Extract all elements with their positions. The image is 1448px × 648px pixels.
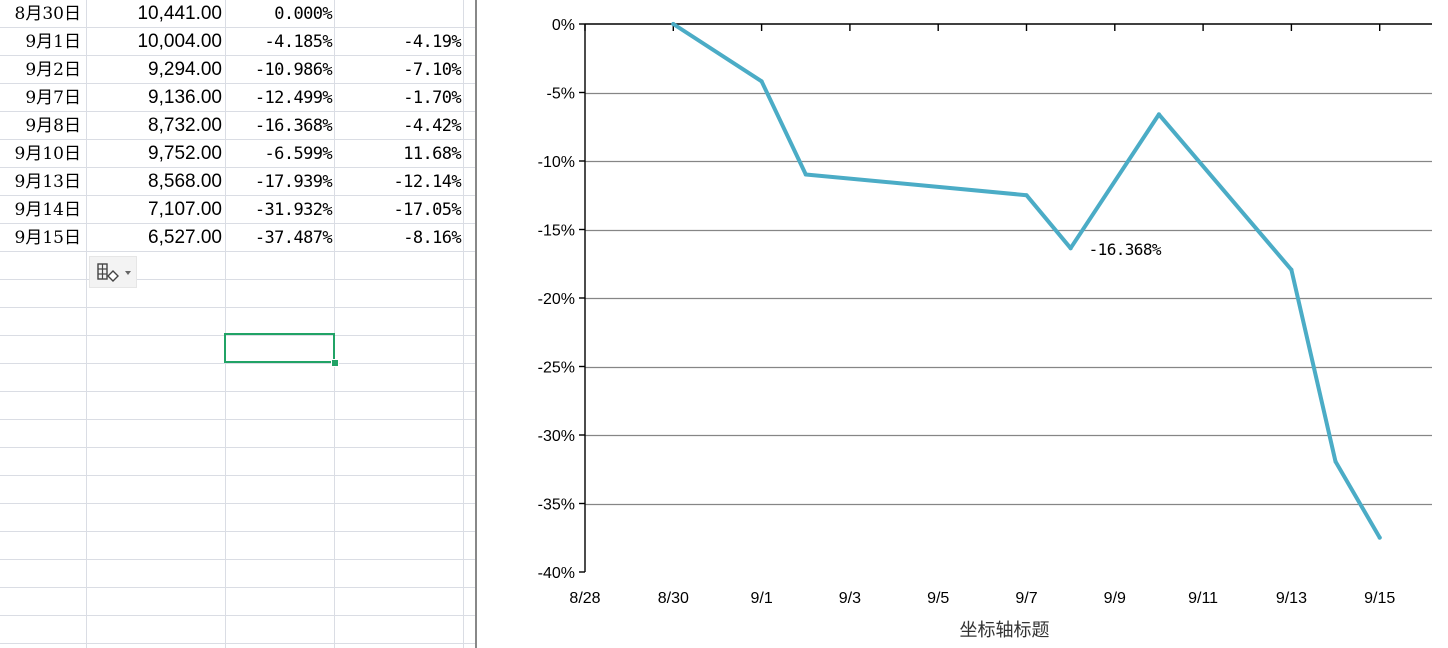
y-tick-label: -15% bbox=[538, 223, 575, 240]
cell-value[interactable]: 6,527.00 bbox=[148, 227, 222, 248]
cell-change[interactable]: -1.70% bbox=[403, 88, 461, 108]
cell-change[interactable]: -4.42% bbox=[403, 116, 461, 136]
y-tick-label: -20% bbox=[538, 291, 575, 308]
y-tick-labels: 0% -5% -10% -15% -20% -25% -30% -35% -40% bbox=[538, 17, 575, 582]
x-tick-label: 9/9 bbox=[1104, 590, 1126, 607]
data-point[interactable] bbox=[803, 172, 808, 177]
cell-date[interactable]: 9月10日 bbox=[14, 144, 81, 164]
cell-value[interactable]: 9,752.00 bbox=[148, 143, 222, 164]
cell-change[interactable]: 11.68% bbox=[403, 144, 461, 164]
cell-date[interactable]: 9月8日 bbox=[25, 116, 81, 136]
x-axis-title[interactable]: 坐标轴标题 bbox=[960, 620, 1050, 641]
cell-cumulative[interactable]: -6.599% bbox=[264, 144, 333, 164]
y-tick-label: -5% bbox=[547, 86, 575, 103]
data-point[interactable] bbox=[1333, 459, 1338, 464]
cell-cumulative[interactable]: -16.368% bbox=[254, 116, 333, 136]
cell-date[interactable]: 9月13日 bbox=[14, 172, 81, 192]
cell-date[interactable]: 9月7日 bbox=[25, 88, 81, 108]
cell-date[interactable]: 9月2日 bbox=[25, 60, 81, 80]
selected-cell[interactable] bbox=[224, 333, 335, 363]
cell-date[interactable]: 8月30日 bbox=[14, 4, 81, 24]
cell-change[interactable]: -7.10% bbox=[403, 60, 461, 80]
cell-value[interactable]: 8,732.00 bbox=[148, 115, 222, 136]
data-point[interactable] bbox=[1289, 267, 1294, 272]
x-tick-label: 9/1 bbox=[750, 590, 772, 607]
cell-change[interactable]: -8.16% bbox=[403, 228, 461, 248]
x-tick-labels: 8/28 8/30 9/1 9/3 9/5 9/7 9/9 9/11 9/13 9/15 bbox=[569, 590, 1395, 607]
y-tick-label: -25% bbox=[538, 360, 575, 377]
cell-value[interactable]: 10,441.00 bbox=[137, 3, 222, 24]
y-tick-label: -10% bbox=[538, 154, 575, 171]
paste-options-icon bbox=[97, 263, 131, 282]
data-label[interactable]: -16.368% bbox=[1089, 240, 1163, 259]
cell-cumulative[interactable]: 0.000% bbox=[274, 4, 332, 24]
data-point[interactable] bbox=[759, 79, 764, 84]
x-tick-label: 8/30 bbox=[658, 590, 689, 607]
cell-value[interactable]: 7,107.00 bbox=[148, 199, 222, 220]
data-labels: -16.368% bbox=[1089, 240, 1163, 259]
y-gridlines bbox=[585, 92, 1432, 506]
series bbox=[671, 22, 1382, 540]
cell-cumulative[interactable]: -12.499% bbox=[254, 88, 333, 108]
sheet-gridlines bbox=[0, 0, 476, 648]
pane-divider[interactable] bbox=[475, 0, 477, 648]
spreadsheet[interactable]: 8月30日 10,441.00 0.000% 9月1日 10,004.00 -4.185%… bbox=[0, 0, 476, 648]
cell-date[interactable]: 9月15日 bbox=[14, 228, 81, 248]
data-point[interactable] bbox=[1024, 193, 1029, 198]
cell-cumulative[interactable]: -17.939% bbox=[254, 172, 333, 192]
x-tick-label: 9/13 bbox=[1276, 590, 1307, 607]
cell-cumulative[interactable]: -10.986% bbox=[254, 60, 333, 80]
cell-cumulative[interactable]: -37.487% bbox=[254, 228, 333, 248]
x-tick-label: 9/7 bbox=[1015, 590, 1037, 607]
cell-value[interactable]: 8,568.00 bbox=[148, 171, 222, 192]
fill-handle[interactable] bbox=[331, 359, 339, 367]
x-tick-label: 9/3 bbox=[839, 590, 861, 607]
cell-cumulative[interactable]: -31.932% bbox=[254, 200, 333, 220]
x-tick-label: 9/11 bbox=[1188, 590, 1218, 607]
cell-change[interactable]: -17.05% bbox=[393, 200, 462, 220]
y-tick-label: -40% bbox=[538, 565, 575, 582]
data-point[interactable] bbox=[1068, 246, 1073, 251]
cell-value[interactable]: 9,294.00 bbox=[148, 59, 222, 80]
cell-value[interactable]: 9,136.00 bbox=[148, 87, 222, 108]
x-tick-label: 9/15 bbox=[1364, 590, 1395, 607]
cell-date[interactable]: 9月1日 bbox=[25, 32, 81, 52]
paste-options-button[interactable] bbox=[89, 256, 137, 288]
axes bbox=[579, 23, 1432, 573]
line-chart[interactable]: 0% -5% -10% -15% -20% -25% -30% -35% -40% 8/28 8/… bbox=[477, 0, 1448, 648]
cell-change[interactable] bbox=[335, 0, 463, 28]
data-point[interactable] bbox=[1156, 112, 1161, 117]
cell-date[interactable]: 9月14日 bbox=[14, 200, 81, 220]
data-point[interactable] bbox=[1377, 535, 1382, 540]
y-tick-label: -30% bbox=[538, 428, 575, 445]
data-point[interactable] bbox=[671, 22, 676, 26]
x-tick-label: 8/28 bbox=[569, 590, 600, 607]
y-tick-label: 0% bbox=[552, 17, 575, 34]
series-line[interactable] bbox=[671, 22, 1382, 540]
cell-change[interactable]: -12.14% bbox=[393, 172, 462, 192]
y-tick-label: -35% bbox=[538, 497, 575, 514]
cell-change[interactable]: -4.19% bbox=[403, 32, 461, 52]
x-tick-label: 9/5 bbox=[927, 590, 949, 607]
cell-cumulative[interactable]: -4.185% bbox=[264, 32, 333, 52]
cell-value[interactable]: 10,004.00 bbox=[137, 31, 222, 52]
chart-canvas: 0%-5%-10%-15%-20%-25%-30%-35%-40% 8/28 8/… bbox=[538, 17, 1432, 641]
